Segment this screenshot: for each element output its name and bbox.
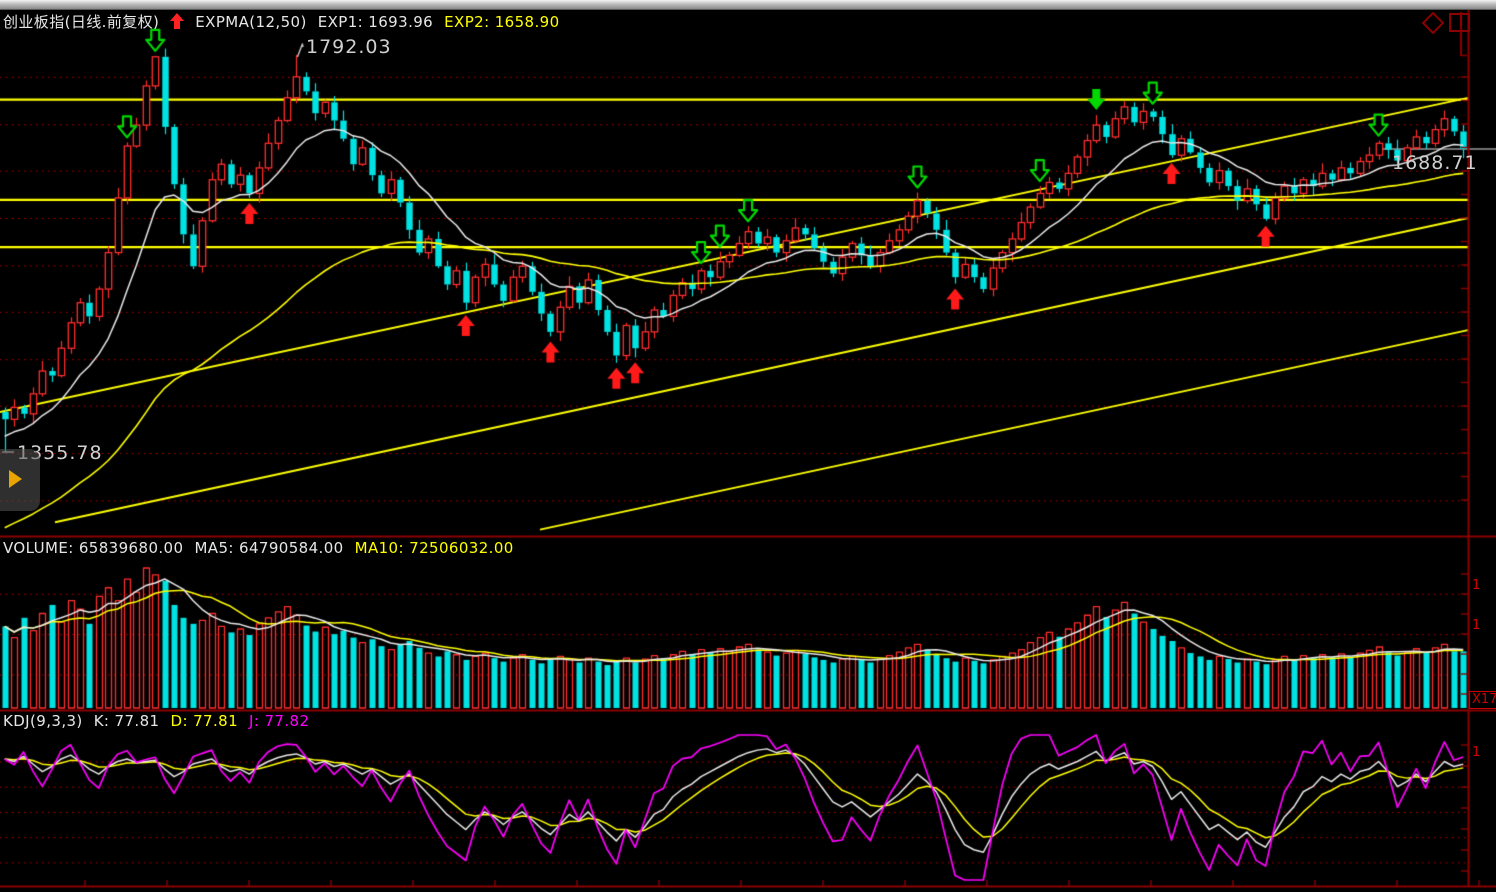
volume-ma5-value: MA5: 64790584.00 [194,539,344,557]
corner-controls [1421,11,1481,36]
up-arrow-icon [170,13,185,33]
volume-multiplier-badge: X17 [1469,691,1496,709]
kdj-k-value: K: 77.81 [93,712,160,730]
kdj-axis-label-top: 1 [1472,745,1481,760]
kdj-d-value: D: 77.81 [170,712,239,730]
last-price-label: 1688.71 [1392,152,1478,174]
kdj-header: KDJ(9,3,3) K: 77.81 D: 77.81 J: 77.82 [3,712,320,732]
volume-ma10-value: MA10: 72506032.00 [354,539,514,557]
volume-header: VOLUME: 65839680.00 MA5: 64790584.00 MA10:… [3,539,525,559]
play-icon [9,470,22,488]
volume-value: VOLUME: 65839680.00 [3,539,184,557]
kdj-j-value: J: 77.82 [249,712,310,730]
exp1-value: EXP1: 1693.96 [317,13,434,31]
vol-axis-label-mid: 1 [1472,618,1481,633]
vol-axis-label-top: 1 [1472,578,1481,593]
kdj-name: KDJ(9,3,3) [3,712,83,730]
restore-window-icon[interactable] [1449,13,1470,32]
drag-handle[interactable] [0,449,40,511]
main-chart-header: 创业板指(日线.前复权) EXPMA(12,50) EXP1: 1693.96 EXP… [3,11,571,31]
symbol-title: 创业板指(日线.前复权) [3,13,160,31]
diamond-icon[interactable] [1421,11,1445,35]
indicator-name: EXPMA(12,50) [195,13,307,31]
high-price-label: 1792.03 [306,36,392,58]
window-titlebar [0,0,1496,10]
exp2-value: EXP2: 1658.90 [444,13,560,31]
